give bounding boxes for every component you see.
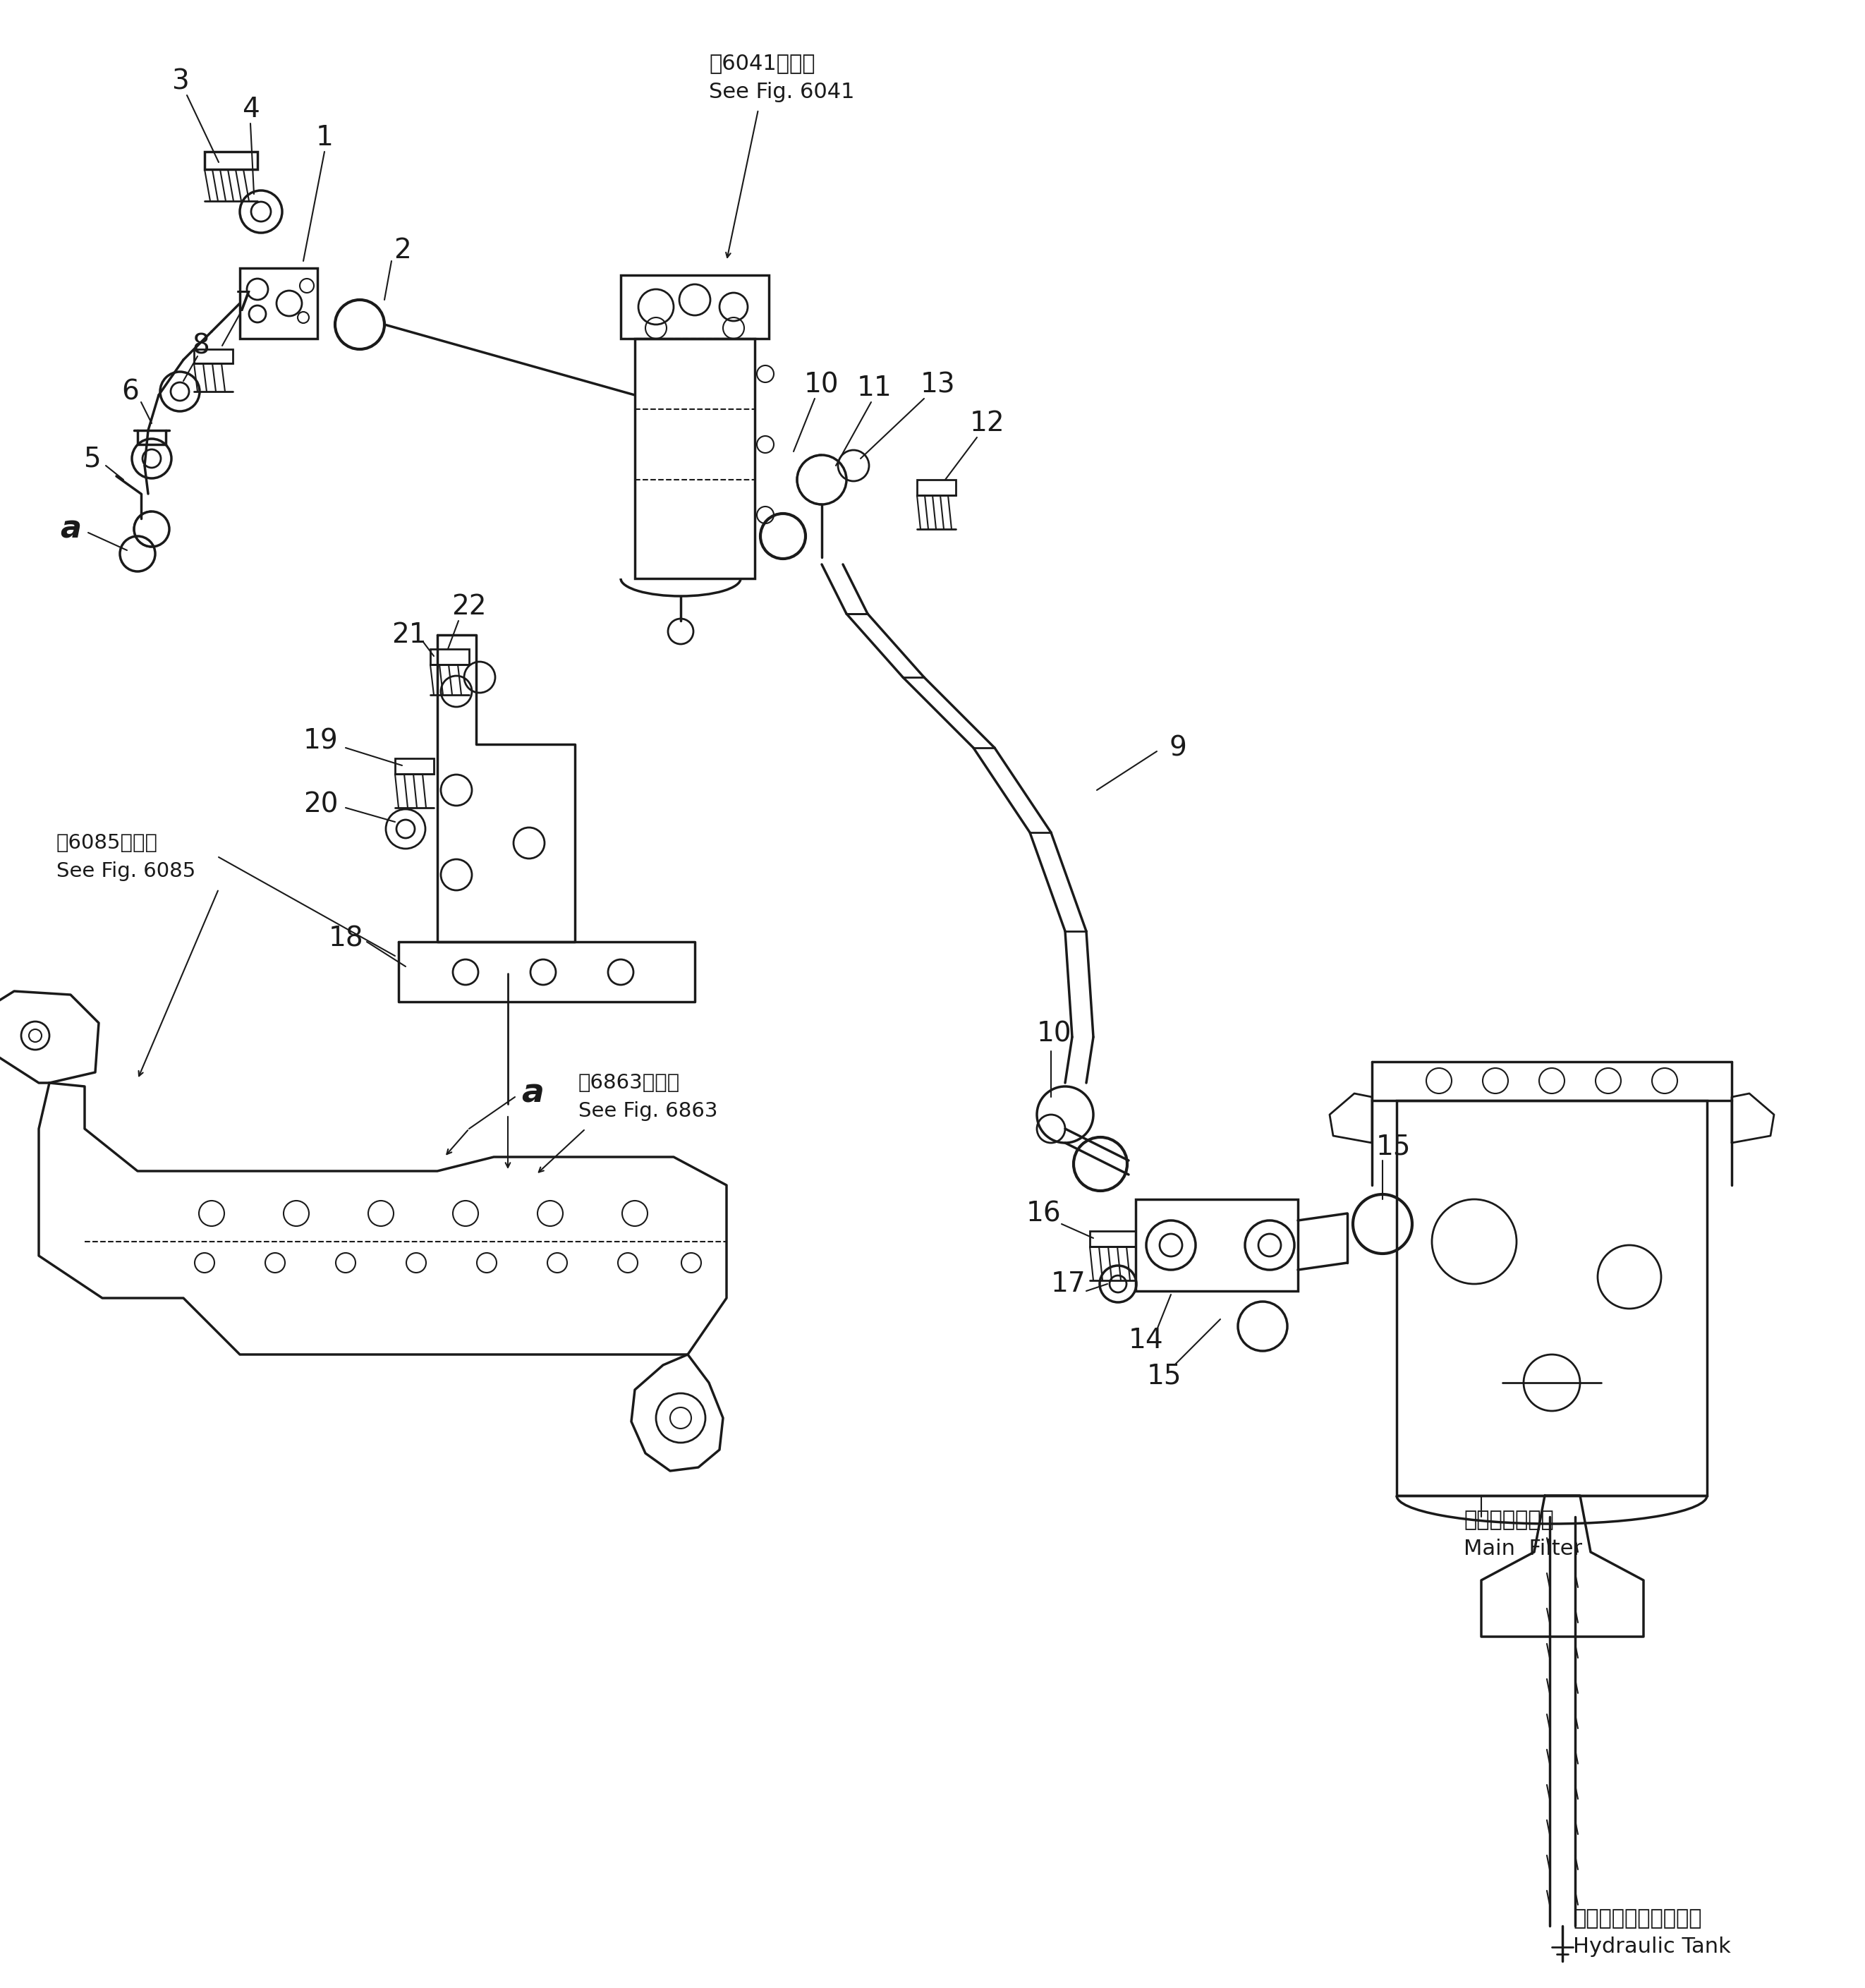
Text: 5: 5 bbox=[84, 445, 101, 471]
Text: a: a bbox=[522, 1077, 545, 1109]
Text: a: a bbox=[60, 515, 80, 545]
Text: See Fig. 6085: See Fig. 6085 bbox=[56, 861, 196, 881]
Bar bbox=[241, 268, 317, 338]
Bar bbox=[395, 757, 435, 773]
Text: 第6085図参照: 第6085図参照 bbox=[56, 833, 159, 853]
Text: ハイドロリックタンク: ハイドロリックタンク bbox=[1572, 1908, 1701, 1928]
Text: 18: 18 bbox=[328, 924, 364, 952]
Text: 11: 11 bbox=[858, 374, 891, 402]
Bar bbox=[918, 479, 955, 495]
Text: 第6041図参照: 第6041図参照 bbox=[709, 54, 815, 74]
Text: 20: 20 bbox=[304, 791, 338, 817]
Bar bbox=[1136, 1199, 1298, 1290]
Text: 10: 10 bbox=[804, 372, 839, 398]
Text: 22: 22 bbox=[451, 592, 487, 620]
Text: 17: 17 bbox=[1052, 1270, 1085, 1298]
Text: 2: 2 bbox=[394, 237, 410, 264]
Bar bbox=[1089, 1231, 1136, 1246]
Text: 14: 14 bbox=[1128, 1326, 1164, 1354]
Text: Hydraulic Tank: Hydraulic Tank bbox=[1572, 1936, 1731, 1958]
Text: 第6863図参照: 第6863図参照 bbox=[578, 1074, 681, 1093]
Bar bbox=[194, 350, 233, 364]
Text: メインフィルタ: メインフィルタ bbox=[1464, 1511, 1554, 1531]
Bar bbox=[205, 151, 257, 169]
Text: 15: 15 bbox=[1147, 1362, 1181, 1390]
Text: Main  Filter: Main Filter bbox=[1464, 1539, 1582, 1559]
Text: 10: 10 bbox=[1037, 1020, 1072, 1048]
Bar bbox=[1397, 1101, 1706, 1495]
Text: 16: 16 bbox=[1026, 1201, 1061, 1227]
Text: 8: 8 bbox=[192, 332, 209, 360]
Text: See Fig. 6863: See Fig. 6863 bbox=[578, 1101, 718, 1121]
Text: 15: 15 bbox=[1376, 1133, 1410, 1159]
Text: 13: 13 bbox=[921, 372, 955, 398]
Bar bbox=[621, 274, 768, 338]
Text: 1: 1 bbox=[315, 123, 334, 151]
Bar bbox=[634, 338, 755, 579]
Text: 12: 12 bbox=[970, 410, 1005, 437]
Text: 7: 7 bbox=[235, 290, 252, 316]
Text: 6: 6 bbox=[121, 378, 140, 406]
Text: 4: 4 bbox=[242, 95, 259, 123]
Text: 3: 3 bbox=[172, 68, 188, 95]
Text: 19: 19 bbox=[304, 728, 338, 753]
Text: 21: 21 bbox=[392, 622, 427, 648]
Bar bbox=[431, 648, 470, 664]
Text: See Fig. 6041: See Fig. 6041 bbox=[709, 82, 854, 101]
Text: 9: 9 bbox=[1169, 734, 1186, 761]
